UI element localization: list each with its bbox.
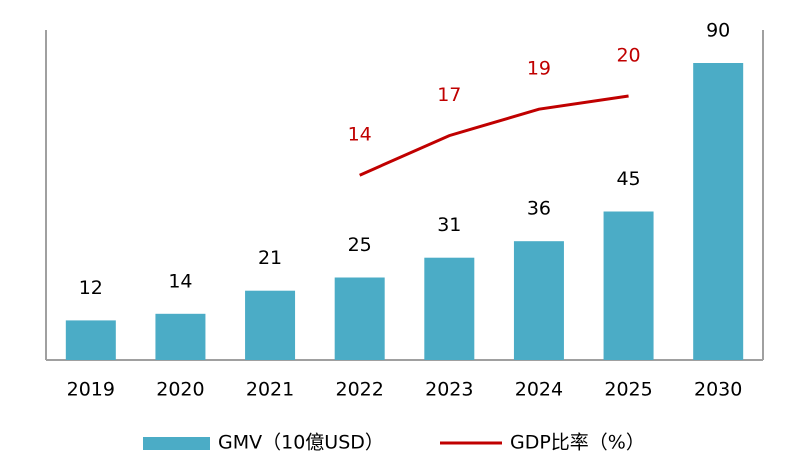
legend-label: GMV（10億USD） xyxy=(218,432,384,454)
x-tick-label: 2023 xyxy=(425,379,473,401)
bar xyxy=(245,290,296,360)
data-label: 90 xyxy=(706,20,730,42)
line-label: 20 xyxy=(616,45,640,67)
bar xyxy=(693,63,744,360)
data-label: 21 xyxy=(258,247,282,269)
x-tick-label: 2024 xyxy=(515,379,563,401)
x-tick-label: 2021 xyxy=(246,379,294,401)
x-tick-label: 2025 xyxy=(604,379,652,401)
x-tick-label: 2019 xyxy=(67,379,115,401)
bar xyxy=(155,313,206,360)
bar xyxy=(334,277,385,360)
x-tick-label: 2020 xyxy=(156,379,204,401)
bar xyxy=(65,320,116,360)
bar xyxy=(603,211,654,360)
legend-label: GDP比率（%） xyxy=(510,432,645,454)
legend-swatch xyxy=(143,437,210,450)
data-label: 31 xyxy=(437,214,461,236)
line-label: 17 xyxy=(437,84,461,106)
line xyxy=(359,94,629,177)
x-tick-label: 2030 xyxy=(694,379,742,401)
data-label: 25 xyxy=(348,234,372,256)
bar xyxy=(513,241,564,360)
x-tick-label: 2022 xyxy=(336,379,384,401)
line-label: 19 xyxy=(527,58,551,80)
data-label: 45 xyxy=(616,168,640,190)
data-label: 12 xyxy=(79,277,103,299)
data-label: 36 xyxy=(527,198,551,220)
bar xyxy=(424,257,475,360)
line-label: 14 xyxy=(348,124,372,146)
data-label: 14 xyxy=(168,270,192,292)
